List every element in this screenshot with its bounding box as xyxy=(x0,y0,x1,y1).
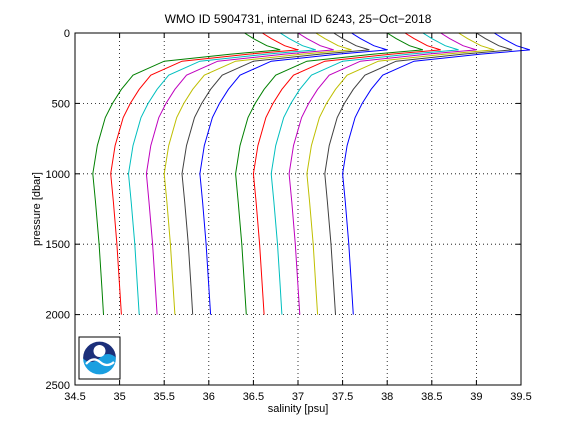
y-tick-labels: 0 500 1000 1500 2000 2500 xyxy=(46,28,70,392)
grid-lines xyxy=(75,33,521,385)
chart-title: WMO ID 5904731, internal ID 6243, 25−Oct… xyxy=(165,12,432,26)
series-line xyxy=(181,32,370,315)
series-line xyxy=(324,32,513,315)
x-tick-label: 39 xyxy=(470,391,482,403)
x-tick-label: 34.5 xyxy=(64,391,85,403)
y-tick-label: 1500 xyxy=(46,239,70,251)
axis-ticks xyxy=(74,32,522,386)
logo-bird xyxy=(93,345,106,357)
x-tick-label: 35 xyxy=(113,391,125,403)
series-line xyxy=(288,32,477,315)
y-tick-label: 2000 xyxy=(46,310,70,322)
x-tick-label: 37 xyxy=(292,391,304,403)
series-group xyxy=(92,32,531,315)
logo-ring xyxy=(81,340,118,376)
series-line xyxy=(92,32,281,315)
x-tick-label: 36.5 xyxy=(243,391,264,403)
y-tick-label: 2500 xyxy=(46,380,70,392)
series-line xyxy=(270,32,459,315)
x-tick-labels: 34.5 35 35.5 36 36.5 37 37.5 38 38.5 39 39.5 xyxy=(64,391,531,403)
series-line xyxy=(127,32,316,315)
x-tick-label: 39.5 xyxy=(510,391,531,403)
y-axis-label: pressure [dbar] xyxy=(31,172,43,246)
series-line xyxy=(342,32,531,315)
series-line xyxy=(235,32,424,315)
series-line xyxy=(163,32,352,315)
noaa-logo xyxy=(78,336,121,380)
series-line xyxy=(145,32,334,315)
x-tick-label: 37.5 xyxy=(332,391,353,403)
x-tick-label: 38 xyxy=(381,391,393,403)
series-line xyxy=(252,32,441,315)
x-tick-label: 36 xyxy=(203,391,215,403)
y-tick-label: 1000 xyxy=(46,169,70,181)
y-tick-label: 0 xyxy=(64,28,70,40)
logo-wave xyxy=(85,358,115,367)
series-line xyxy=(199,32,388,315)
y-tick-label: 500 xyxy=(52,98,70,110)
x-tick-label: 35.5 xyxy=(153,391,174,403)
x-tick-label: 38.5 xyxy=(421,391,442,403)
series-line xyxy=(110,32,299,315)
series-line xyxy=(306,32,495,315)
x-axis-label: salinity [psu] xyxy=(268,403,329,415)
